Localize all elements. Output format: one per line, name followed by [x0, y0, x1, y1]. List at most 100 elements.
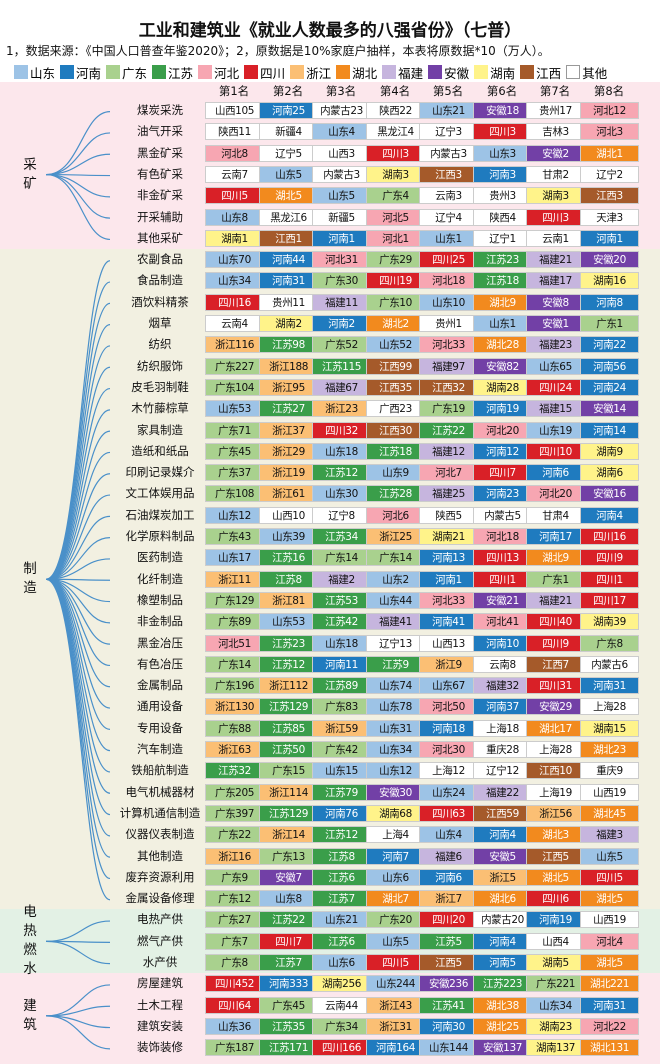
- legend-item: 安徽: [428, 63, 469, 82]
- ranking-cell: 江苏129: [259, 804, 318, 822]
- ranking-cell: 江苏8: [259, 570, 318, 588]
- industry-label: 纺织: [148, 337, 172, 352]
- ranking-cell: 江苏53: [312, 591, 371, 609]
- ranking-cell: 安徽20: [580, 251, 639, 269]
- ranking-cell: 山东12: [366, 762, 425, 780]
- legend-label: 四川: [260, 65, 286, 81]
- ranking-cell: 山东5: [580, 847, 639, 865]
- ranking-cell: 河南7: [366, 847, 425, 865]
- ranking-cell: 河南41: [419, 613, 478, 631]
- ranking-cell: 安徽137: [473, 1039, 532, 1057]
- ranking-cell: 甘肃2: [526, 165, 585, 183]
- ranking-cell: 浙江14: [259, 826, 318, 844]
- ranking-cell: 山西19: [580, 783, 639, 801]
- legend-item: 福建: [382, 63, 423, 82]
- ranking-cell: 广东1: [580, 315, 639, 332]
- ranking-cell: 广东104: [205, 378, 264, 396]
- ranking-cell: 河北33: [419, 336, 478, 354]
- ranking-cell: 浙江112: [259, 677, 318, 695]
- ranking-cell: 河南31: [580, 996, 639, 1014]
- ranking-cell: 江西7: [526, 655, 585, 673]
- ranking-cell: 广东14: [366, 549, 425, 567]
- ranking-cell: 陕西22: [366, 102, 425, 119]
- legend-item: 江西: [520, 63, 561, 82]
- legend-label: 湖北: [352, 65, 378, 81]
- ranking-cell: 山东19: [526, 421, 585, 439]
- ranking-cell: 广东83: [312, 698, 371, 716]
- ranking-cell: 江西30: [366, 421, 425, 439]
- ranking-cell: 四川452: [205, 975, 264, 993]
- legend-swatch: [474, 65, 489, 79]
- ranking-cell: 浙江16: [205, 847, 264, 865]
- ranking-cell: 四川9: [526, 634, 585, 652]
- ranking-cell: 河南14: [580, 421, 639, 439]
- ranking-cell: 湖南68: [366, 804, 425, 822]
- ranking-cell: 浙江188: [259, 357, 318, 375]
- ranking-cell: 河北12: [580, 102, 639, 119]
- bracket-line: [45, 430, 111, 580]
- ranking-cell: 河南8: [580, 293, 639, 311]
- ranking-cell: 四川7: [259, 932, 318, 950]
- ranking-cell: 山东74: [366, 677, 425, 695]
- ranking-cell: 江苏171: [259, 1039, 318, 1057]
- ranking-cell: 河南30: [419, 1017, 478, 1035]
- legend-swatch: [290, 65, 305, 79]
- ranking-cell: 辽宁1: [473, 229, 532, 247]
- ranking-cell: 江西5: [419, 954, 478, 971]
- ranking-cell: 江苏12: [312, 464, 371, 482]
- ranking-cell: 河北3: [580, 123, 639, 141]
- industry-label: 金属设备修理: [125, 891, 195, 906]
- ranking-cell: 福建11: [312, 293, 371, 311]
- ranking-cell: 湖南39: [580, 613, 639, 631]
- ranking-cell: 广东4: [366, 187, 425, 205]
- industry-label: 油气开采: [137, 124, 183, 139]
- ranking-cell: 陕西11: [205, 123, 264, 141]
- industry-label: 其他制造: [137, 848, 183, 863]
- ranking-cell: 上海12: [419, 762, 478, 780]
- rank-header: 第2名: [272, 84, 304, 98]
- ranking-cell: 浙江130: [205, 698, 264, 716]
- ranking-cell: 浙江61: [259, 485, 318, 503]
- ranking-cell: 山东52: [366, 336, 425, 354]
- ranking-cell: 河南25: [259, 102, 318, 119]
- industry-label: 废弃资源利用: [125, 869, 195, 884]
- ranking-cell: 安徽16: [580, 485, 639, 503]
- ranking-cell: 山东44: [366, 591, 425, 609]
- ranking-cell: 河南17: [526, 528, 585, 545]
- ranking-cell: 四川1: [580, 570, 639, 588]
- industry-label: 其他采矿: [137, 230, 183, 245]
- ranking-cell: 河南31: [259, 272, 318, 290]
- ranking-cell: 黑龙江4: [366, 123, 425, 141]
- ranking-cell: 河南1: [419, 570, 478, 588]
- ranking-cell: 山东244: [366, 975, 425, 993]
- ranking-cell: 云南44: [312, 996, 371, 1014]
- ranking-cell: 江苏22: [259, 911, 318, 929]
- industry-label: 非金矿采: [137, 188, 183, 203]
- ranking-cell: 山东1: [419, 229, 478, 247]
- legend-swatch: [198, 65, 213, 79]
- bracket-line: [45, 558, 111, 580]
- industry-label: 农副食品: [137, 252, 183, 267]
- ranking-cell: 四川16: [205, 293, 264, 311]
- ranking-cell: 浙江116: [205, 336, 264, 354]
- ranking-cell: 广东34: [312, 1017, 371, 1035]
- ranking-cell: 江西10: [526, 762, 585, 780]
- ranking-cell: 山东9: [366, 464, 425, 482]
- ranking-cell: 山东18: [312, 634, 371, 652]
- legend-item: 河北: [198, 63, 239, 82]
- industry-label: 土木工程: [137, 997, 183, 1012]
- legend-item: 广东: [106, 63, 147, 82]
- ranking-cell: 江苏41: [419, 996, 478, 1014]
- ranking-cell: 陕西5: [419, 506, 478, 524]
- legend-swatch: [14, 65, 28, 79]
- ranking-cell: 广东1: [526, 570, 585, 588]
- industry-label: 仪器仪表制造: [125, 827, 195, 842]
- ranking-cell: 山东21: [312, 911, 371, 929]
- ranking-cell: 广东13: [259, 847, 318, 865]
- ranking-cell: 浙江11: [205, 570, 264, 588]
- ranking-cell: 辽宁3: [419, 123, 478, 141]
- legend-swatch: [520, 65, 535, 79]
- ranking-cell: 贵州17: [526, 102, 585, 119]
- ranking-cell: 山东15: [312, 762, 371, 780]
- ranking-cell: 山东34: [205, 272, 264, 290]
